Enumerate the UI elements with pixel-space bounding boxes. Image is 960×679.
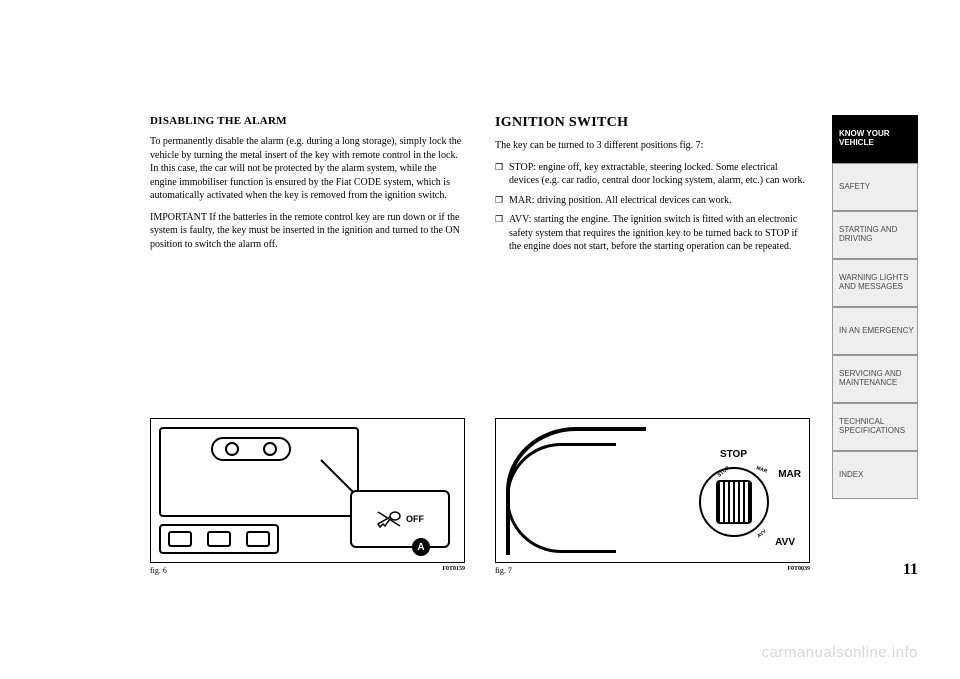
tab-safety[interactable]: SAFETY: [832, 163, 918, 211]
switch-icon: [207, 531, 231, 547]
ignition-switch-icon: [699, 467, 769, 537]
right-column: IGNITION SWITCH The key can be turned to…: [495, 115, 810, 575]
tab-warning-lights[interactable]: WARNING LIGHTS AND MESSAGES: [832, 259, 918, 307]
disabling-alarm-heading: DISABLING THE ALARM: [150, 115, 465, 127]
tab-label: TECHNICAL SPECIFICATIONS: [839, 418, 917, 436]
section-tabs-sidebar: KNOW YOUR VEHICLE SAFETY STARTING AND DR…: [832, 115, 918, 499]
figure-6-lamp: [211, 437, 291, 461]
tab-label: WARNING LIGHTS AND MESSAGES: [839, 274, 917, 292]
ignition-item-stop: STOP: engine off, key extractable, steer…: [495, 161, 810, 188]
page-content: DISABLING THE ALARM To permanently disab…: [150, 115, 810, 575]
watermark: carmanualsonline.info: [762, 644, 918, 661]
tab-tech-specs[interactable]: TECHNICAL SPECIFICATIONS: [832, 403, 918, 451]
switch-icon: [246, 531, 270, 547]
key-slot-icon: [716, 480, 752, 524]
figure-7-number: fig. 7: [495, 566, 512, 575]
tab-emergency[interactable]: IN AN EMERGENCY: [832, 307, 918, 355]
key-off-icon: [376, 510, 402, 528]
disabling-alarm-p2: IMPORTANT If the batteries in the remote…: [150, 211, 465, 252]
left-column: DISABLING THE ALARM To permanently disab…: [150, 115, 465, 575]
ignition-switch-heading: IGNITION SWITCH: [495, 115, 810, 131]
callout-badge-a: A: [412, 538, 430, 556]
tab-label: KNOW YOUR VEHICLE: [839, 130, 917, 148]
figure-6-code: F0T0159: [442, 566, 465, 575]
tab-know-your-vehicle[interactable]: KNOW YOUR VEHICLE: [832, 115, 918, 163]
figure-6-bottom-panel: [159, 524, 279, 554]
off-label: OFF: [406, 514, 424, 524]
label-stop: STOP: [720, 449, 747, 460]
figure-6-wrap: OFF A fig. 6 F0T0159: [150, 418, 465, 575]
small-avv: AVV: [756, 529, 767, 540]
figure-7-wrap: STOP MAR AVV STOP MAR AVV fig. 7 F0T0039: [495, 418, 810, 575]
tab-starting-driving[interactable]: STARTING AND DRIVING: [832, 211, 918, 259]
tab-servicing[interactable]: SERVICING AND MAINTENANCE: [832, 355, 918, 403]
lamp-dot-icon: [263, 442, 277, 456]
tab-label: SERVICING AND MAINTENANCE: [839, 370, 917, 388]
ignition-item-mar: MAR: driving position. All electrical de…: [495, 194, 810, 208]
figure-7: STOP MAR AVV STOP MAR AVV: [495, 418, 810, 563]
figure-7-caption: fig. 7 F0T0039: [495, 566, 810, 575]
small-mar: MAR: [755, 465, 768, 475]
label-mar: MAR: [778, 469, 801, 480]
figure-6: OFF A: [150, 418, 465, 563]
figure-7-code: F0T0039: [787, 566, 810, 575]
figure-6-number: fig. 6: [150, 566, 167, 575]
page-number: 11: [903, 561, 918, 579]
label-avv: AVV: [775, 537, 795, 548]
disabling-alarm-p1: To permanently disable the alarm (e.g. d…: [150, 135, 465, 203]
tab-label: INDEX: [839, 471, 863, 480]
ignition-switch-intro: The key can be turned to 3 different pos…: [495, 139, 810, 153]
ignition-item-avv: AVV: starting the engine. The ignition s…: [495, 213, 810, 254]
tab-label: STARTING AND DRIVING: [839, 226, 917, 244]
tab-label: SAFETY: [839, 183, 870, 192]
tab-label: IN AN EMERGENCY: [839, 327, 914, 336]
steering-wheel-inner: [506, 443, 616, 553]
figure-6-callout: OFF: [350, 490, 450, 548]
switch-icon: [168, 531, 192, 547]
lamp-dot-icon: [225, 442, 239, 456]
tab-index[interactable]: INDEX: [832, 451, 918, 499]
figure-6-caption: fig. 6 F0T0159: [150, 566, 465, 575]
